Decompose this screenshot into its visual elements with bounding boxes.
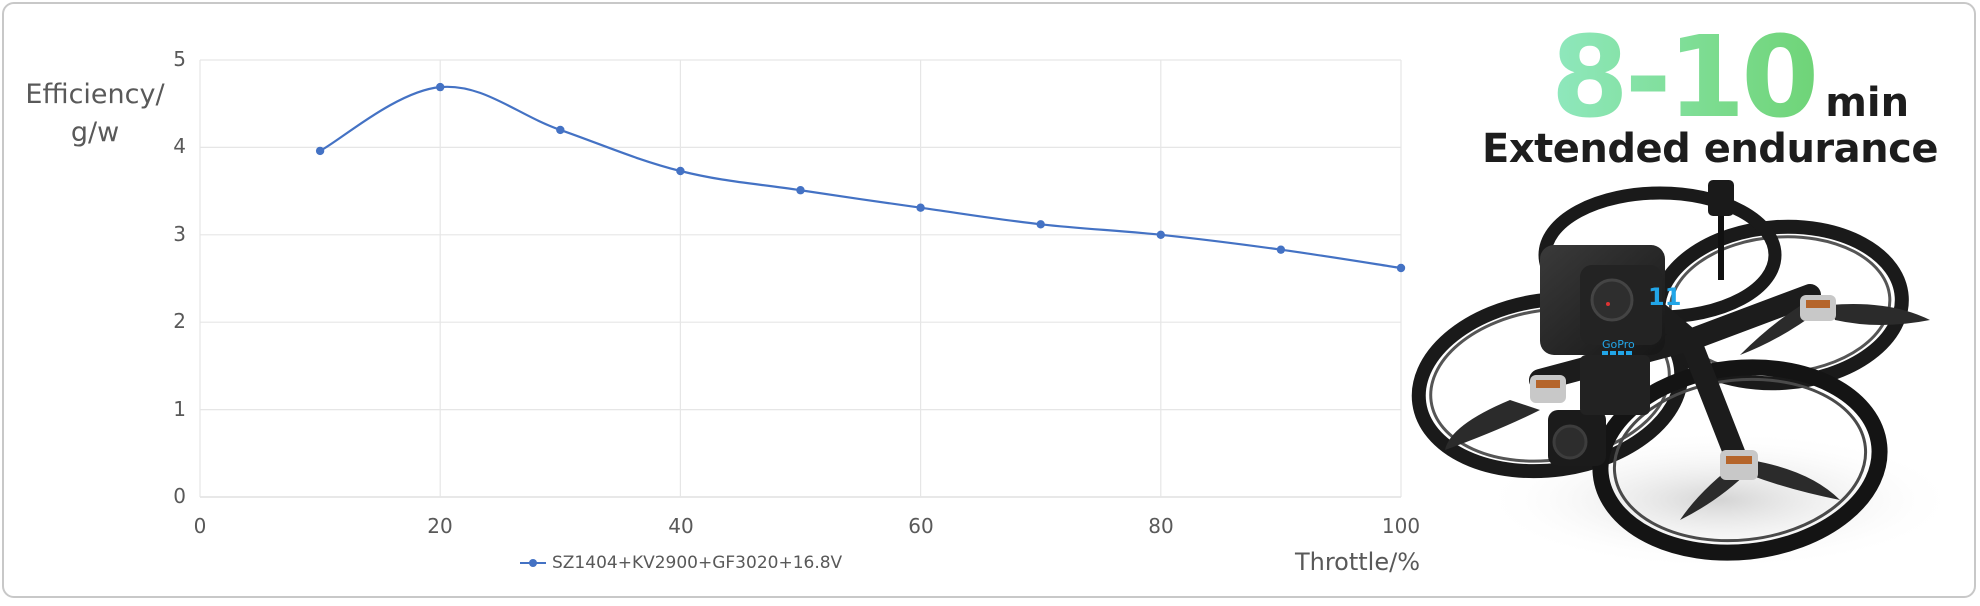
endurance-range: 8-10 <box>1550 13 1819 143</box>
data-point-marker <box>315 146 325 156</box>
series-line <box>319 85 1402 270</box>
svg-text:11: 11 <box>1648 283 1681 311</box>
series-markers <box>315 82 1406 273</box>
x-tick-100: 100 <box>1381 514 1421 538</box>
gridlines <box>199 59 1402 498</box>
x-tick-40: 40 <box>668 514 694 538</box>
data-point-marker <box>1276 245 1286 254</box>
endurance-unit: min <box>1825 80 1910 126</box>
y-tick-5: 5 <box>173 47 186 71</box>
y-axis-title-line-2: g/w <box>70 117 120 148</box>
y-tick-0: 0 <box>173 484 186 508</box>
y-axis-title: Efficiency/ g/w <box>20 76 170 152</box>
data-point-marker <box>796 186 805 195</box>
legend-line-marker-icon <box>520 557 546 569</box>
data-point-marker <box>556 125 565 135</box>
svg-text:GoPro: GoPro <box>1602 338 1635 351</box>
data-point-marker <box>916 203 925 212</box>
y-tick-3: 3 <box>173 222 186 246</box>
action-camera-icon: 11 GoPro <box>1540 245 1681 356</box>
data-point-marker <box>1396 263 1406 273</box>
endurance-subtitle: Extended endurance <box>1482 126 1938 172</box>
y-tick-4: 4 <box>173 134 186 158</box>
x-tick-20: 20 <box>427 514 453 538</box>
endurance-headline: 8-10 min <box>1520 22 1940 134</box>
x-tick-60: 60 <box>908 514 934 538</box>
data-point-marker <box>676 166 685 176</box>
y-axis-title-line-1: Efficiency/ <box>25 79 165 110</box>
x-axis-title: Throttle/% <box>1294 548 1420 576</box>
x-tick-0: 0 <box>193 514 207 538</box>
legend: SZ1404+KV2900+GF3020+16.8V <box>520 553 842 573</box>
y-tick-1: 1 <box>173 397 186 421</box>
data-point-marker <box>1036 220 1045 229</box>
x-tick-80: 80 <box>1148 514 1174 538</box>
data-point-marker <box>436 82 445 92</box>
data-point-marker <box>1156 230 1166 239</box>
motor-icon <box>1530 295 1836 480</box>
legend-label: SZ1404+KV2900+GF3020+16.8V <box>552 553 843 573</box>
fpv-drone-icon: 11 GoPro <box>1411 180 1960 570</box>
y-tick-2: 2 <box>173 309 186 333</box>
